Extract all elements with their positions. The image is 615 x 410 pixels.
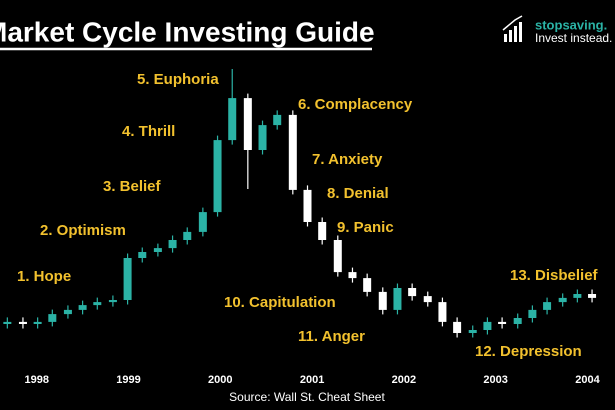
x-tick-label: 2000 [208, 374, 232, 386]
x-tick-label: 1998 [24, 374, 48, 386]
candle-body [63, 309, 72, 315]
candle-body [93, 302, 102, 306]
candle-body [423, 296, 432, 303]
candle-body [483, 321, 492, 330]
x-tick-label: 1999 [116, 374, 140, 386]
candle-body [558, 297, 567, 303]
candle-body [573, 294, 582, 298]
candle-body [33, 321, 42, 324]
candle-body [393, 288, 402, 310]
candle-body [168, 240, 177, 249]
logo-icon [502, 15, 523, 42]
annotation: 7. Anxiety [312, 151, 383, 168]
candle-body [48, 314, 57, 322]
annotation: 2. Optimism [40, 222, 126, 239]
candle-body [273, 114, 282, 126]
candle-body [198, 212, 207, 232]
candle-body [228, 98, 237, 141]
candle-body [543, 302, 552, 310]
x-tick-label: 2004 [575, 374, 600, 386]
candle-body [183, 231, 192, 240]
annotation: 6. Complacency [298, 96, 413, 113]
candle-body [363, 278, 372, 292]
candle-body [153, 248, 162, 252]
candle-body [18, 321, 27, 324]
x-tick-label: 2001 [300, 374, 324, 386]
logo-tagline: Invest instead. [535, 31, 612, 45]
annotation: 3. Belief [103, 178, 162, 195]
candle-body [513, 318, 522, 324]
annotation: 5. Euphoria [137, 71, 219, 88]
logo-name: stopsaving. [535, 17, 607, 32]
candle-body [288, 114, 297, 190]
candle-body [213, 140, 222, 213]
candle-body [498, 321, 507, 324]
annotation: 4. Thrill [122, 123, 175, 140]
x-tick-label: 2003 [483, 374, 507, 386]
candle-body [78, 305, 87, 310]
annotation: 9. Panic [337, 219, 394, 236]
candle-body [258, 125, 267, 150]
candle-body [3, 321, 12, 324]
candle-body [333, 240, 342, 273]
annotation: 8. Denial [327, 185, 389, 202]
annotation: 1. Hope [17, 268, 71, 285]
candle-body [303, 189, 312, 222]
annotation: 10. Capitulation [224, 294, 336, 311]
candle-body [438, 302, 447, 322]
chart-title: Market Cycle Investing Guide [0, 16, 375, 47]
candle-body [588, 294, 597, 298]
candle-body [108, 300, 117, 303]
source: Source: Wall St. Cheat Sheet [229, 390, 385, 404]
candle-body [243, 98, 252, 150]
candle-body [378, 291, 387, 310]
candle-body [528, 309, 537, 318]
annotation: 13. Disbelief [510, 267, 599, 284]
x-tick-label: 2002 [392, 374, 416, 386]
candle-body [318, 222, 327, 240]
annotation: 12. Depression [475, 343, 582, 360]
candle-body [138, 252, 147, 258]
candle-body [348, 272, 357, 279]
candle-body [468, 330, 477, 333]
annotation: 11. Anger [298, 328, 365, 345]
candle-body [453, 321, 462, 333]
candle-body [408, 288, 417, 297]
candle-body [123, 258, 132, 300]
